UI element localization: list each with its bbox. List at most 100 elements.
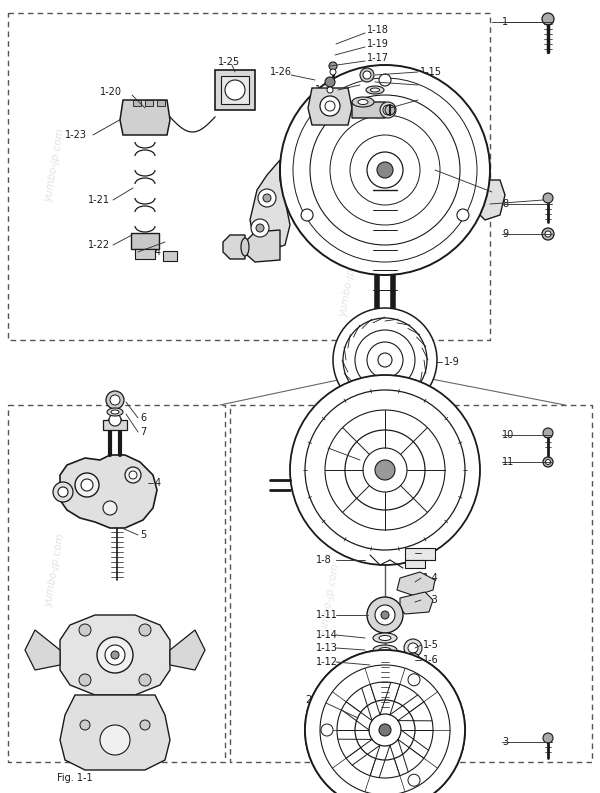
Text: 1-1: 1-1 <box>437 165 453 175</box>
Circle shape <box>111 651 119 659</box>
Polygon shape <box>170 630 205 670</box>
Text: 1: 1 <box>502 17 508 27</box>
Text: 1-19: 1-19 <box>367 39 389 49</box>
Circle shape <box>325 410 445 530</box>
Polygon shape <box>352 102 388 118</box>
Circle shape <box>408 774 420 786</box>
Text: 1-20: 1-20 <box>100 87 122 97</box>
Bar <box>405 548 435 560</box>
Polygon shape <box>397 572 435 596</box>
Text: 8: 8 <box>502 199 508 209</box>
Circle shape <box>290 375 480 565</box>
Text: yumbo-jp.com: yumbo-jp.com <box>44 128 67 203</box>
Ellipse shape <box>379 648 391 653</box>
Circle shape <box>140 720 150 730</box>
Text: 1-12: 1-12 <box>316 657 338 667</box>
Circle shape <box>345 430 425 510</box>
Text: yumbo-jp.com: yumbo-jp.com <box>44 532 67 607</box>
Circle shape <box>139 624 151 636</box>
Circle shape <box>325 77 335 87</box>
Ellipse shape <box>373 645 397 655</box>
Polygon shape <box>250 160 290 250</box>
Circle shape <box>367 597 403 633</box>
Circle shape <box>350 135 420 205</box>
Polygon shape <box>25 630 60 670</box>
Polygon shape <box>120 100 170 135</box>
Text: 1-11: 1-11 <box>316 610 338 620</box>
Circle shape <box>375 605 395 625</box>
Circle shape <box>363 448 407 492</box>
Circle shape <box>375 460 395 480</box>
Circle shape <box>100 725 130 755</box>
Circle shape <box>263 194 271 202</box>
Circle shape <box>301 209 313 221</box>
Bar <box>221 76 249 104</box>
Circle shape <box>79 674 91 686</box>
Circle shape <box>543 428 553 438</box>
Circle shape <box>379 724 391 736</box>
Circle shape <box>305 650 465 793</box>
Circle shape <box>139 674 151 686</box>
Circle shape <box>367 342 403 378</box>
Text: 1-14: 1-14 <box>420 80 442 90</box>
Bar <box>405 560 425 568</box>
Circle shape <box>327 87 333 93</box>
Text: 1-15: 1-15 <box>420 67 442 77</box>
Circle shape <box>333 308 437 412</box>
Circle shape <box>305 650 465 793</box>
Text: 1-5: 1-5 <box>423 640 439 650</box>
Circle shape <box>381 611 389 619</box>
Circle shape <box>542 228 554 240</box>
Text: 5: 5 <box>140 530 146 540</box>
Circle shape <box>280 65 490 275</box>
Circle shape <box>251 219 269 237</box>
Circle shape <box>330 115 440 225</box>
Bar <box>103 420 127 430</box>
Circle shape <box>97 637 133 673</box>
Circle shape <box>379 74 391 86</box>
Circle shape <box>369 714 401 746</box>
Polygon shape <box>60 455 157 528</box>
Ellipse shape <box>366 86 384 94</box>
Text: 1-8: 1-8 <box>316 555 332 565</box>
Bar <box>133 100 141 106</box>
Circle shape <box>320 665 450 793</box>
Circle shape <box>404 639 422 657</box>
Text: 2: 2 <box>305 695 311 705</box>
Polygon shape <box>223 235 245 259</box>
Text: 1-25: 1-25 <box>218 57 240 67</box>
Circle shape <box>75 473 99 497</box>
Text: 6: 6 <box>140 413 146 423</box>
Bar <box>145 100 153 106</box>
Text: yumbo-jp.com: yumbo-jp.com <box>319 562 341 638</box>
Text: 4: 4 <box>155 478 161 488</box>
Text: 1-10: 1-10 <box>420 95 442 105</box>
Text: 1-7: 1-7 <box>423 548 439 558</box>
Text: 9: 9 <box>502 229 508 239</box>
Circle shape <box>80 720 90 730</box>
Circle shape <box>110 395 120 405</box>
Text: 1-23: 1-23 <box>65 130 87 140</box>
Circle shape <box>325 101 335 111</box>
Circle shape <box>256 224 264 232</box>
Circle shape <box>543 733 553 743</box>
Circle shape <box>408 643 418 653</box>
Circle shape <box>377 162 393 178</box>
Text: yumbo-jp.com: yumbo-jp.com <box>338 243 361 318</box>
Text: 1-21: 1-21 <box>88 195 110 205</box>
Circle shape <box>408 674 420 686</box>
Text: 1-4: 1-4 <box>423 573 439 583</box>
Ellipse shape <box>379 635 391 641</box>
Circle shape <box>79 624 91 636</box>
Polygon shape <box>473 180 505 220</box>
Polygon shape <box>60 695 170 770</box>
Bar <box>215 70 255 110</box>
Ellipse shape <box>111 410 119 414</box>
Ellipse shape <box>380 102 396 118</box>
Bar <box>131 233 159 249</box>
Text: 1-18: 1-18 <box>367 25 389 35</box>
Text: 1-17: 1-17 <box>367 53 389 63</box>
Circle shape <box>383 105 393 115</box>
Circle shape <box>129 471 137 479</box>
Circle shape <box>343 318 427 402</box>
